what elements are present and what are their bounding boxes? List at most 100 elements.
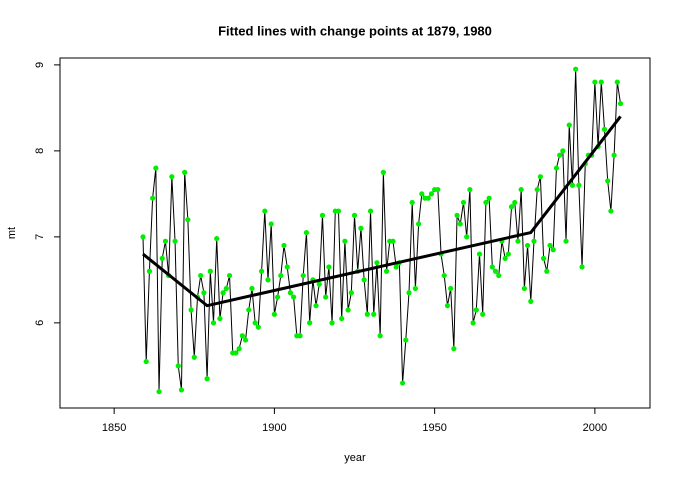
data-point <box>521 285 527 292</box>
data-point <box>448 285 454 292</box>
x-tick-label: 1850 <box>102 422 126 434</box>
data-point <box>172 238 178 244</box>
data-point <box>239 333 245 339</box>
data-point <box>406 290 412 296</box>
data-point <box>262 208 268 214</box>
x-tick-label: 1900 <box>262 422 286 434</box>
data-point <box>156 389 162 395</box>
fitted-line <box>142 115 622 308</box>
data-point <box>428 191 435 197</box>
data-point <box>419 191 425 197</box>
data-point <box>367 208 374 214</box>
data-point <box>605 178 611 184</box>
data-point <box>348 290 354 296</box>
data-point <box>483 199 489 206</box>
y-tick-label: 9 <box>34 62 46 68</box>
data-point <box>524 242 531 249</box>
data-point <box>553 165 560 171</box>
x-tick-label: 2000 <box>583 422 607 434</box>
data-point <box>207 268 213 274</box>
data-point <box>492 268 499 274</box>
data-point <box>557 152 563 158</box>
data-point <box>412 285 419 292</box>
data-point <box>159 255 165 261</box>
data-point <box>287 290 294 296</box>
data-point <box>444 303 451 309</box>
data-point <box>409 199 415 206</box>
data-point <box>502 255 508 261</box>
data-point <box>281 242 287 249</box>
data-point <box>313 303 319 309</box>
data-point <box>454 212 460 218</box>
data-point <box>255 324 261 330</box>
data-point <box>150 195 156 201</box>
data-point <box>236 346 242 352</box>
data-point <box>345 307 351 313</box>
data-point <box>505 251 511 257</box>
data-point <box>162 238 169 244</box>
data-point <box>364 311 370 317</box>
data-point <box>515 238 521 244</box>
data-point <box>473 307 479 313</box>
data-point <box>275 294 281 300</box>
data-point <box>528 298 534 304</box>
data-point <box>374 260 380 266</box>
data-point <box>371 311 377 317</box>
data-point <box>617 100 624 107</box>
data-point <box>198 272 204 279</box>
data-point <box>563 238 569 244</box>
data-point <box>451 346 457 352</box>
y-tick-label: 8 <box>34 148 46 154</box>
data-point <box>242 337 249 343</box>
data-point <box>265 277 271 283</box>
data-point <box>191 354 197 360</box>
data-point <box>182 169 188 175</box>
data-point <box>547 242 553 249</box>
data-point <box>169 174 175 180</box>
data-point <box>383 268 390 274</box>
data-point <box>214 235 220 242</box>
data-point <box>342 238 348 244</box>
data-point <box>249 285 255 292</box>
data-point <box>579 264 585 270</box>
data-point <box>146 268 153 274</box>
data-point <box>476 251 483 257</box>
data-point <box>534 186 540 193</box>
data-point <box>339 315 345 322</box>
data-point <box>614 79 620 85</box>
data-point <box>467 186 473 193</box>
data-point <box>518 186 524 193</box>
data-point <box>598 79 604 85</box>
data-point <box>576 182 582 188</box>
plot-box <box>59 57 651 409</box>
data-point <box>297 333 303 339</box>
data-point <box>185 217 191 223</box>
data-point <box>220 290 226 296</box>
x-axis-label: year <box>344 452 366 464</box>
data-point <box>390 238 396 244</box>
data-point <box>246 307 252 313</box>
data-point <box>307 320 313 326</box>
data-point <box>175 363 181 369</box>
data-point <box>537 174 543 180</box>
data-point <box>541 255 547 261</box>
data-point <box>258 268 265 274</box>
data-point <box>217 315 223 322</box>
data-point <box>425 195 431 201</box>
data-point <box>223 285 229 292</box>
data-point <box>496 272 502 279</box>
data-point <box>573 66 579 72</box>
data-point <box>329 320 335 326</box>
data-point <box>188 307 194 313</box>
data-point <box>316 281 322 287</box>
data-point <box>300 272 306 279</box>
data-point <box>361 277 367 283</box>
data-point <box>268 221 274 227</box>
data-point <box>226 272 233 279</box>
data-point <box>611 152 617 158</box>
data-point <box>560 148 566 154</box>
data-point <box>403 337 409 343</box>
data-point <box>486 195 492 201</box>
data-point <box>435 186 441 193</box>
data-point <box>592 79 598 85</box>
